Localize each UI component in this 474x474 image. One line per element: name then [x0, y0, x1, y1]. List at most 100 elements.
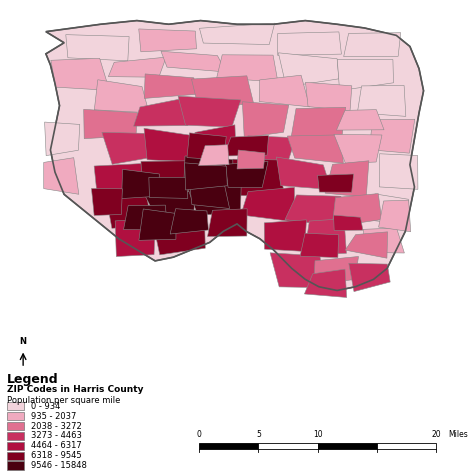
Polygon shape — [332, 193, 382, 227]
Polygon shape — [334, 215, 363, 230]
Polygon shape — [185, 163, 228, 190]
Polygon shape — [94, 164, 145, 192]
Polygon shape — [45, 122, 80, 155]
Bar — [7, 412, 24, 420]
Polygon shape — [370, 194, 409, 225]
Polygon shape — [91, 189, 122, 216]
Polygon shape — [306, 82, 352, 111]
Polygon shape — [379, 154, 418, 189]
Polygon shape — [363, 228, 404, 253]
Polygon shape — [178, 96, 241, 127]
Polygon shape — [304, 269, 346, 298]
Polygon shape — [139, 29, 197, 52]
Polygon shape — [139, 209, 176, 240]
Text: 5: 5 — [256, 430, 261, 439]
Polygon shape — [334, 134, 382, 164]
Text: Population per square mile: Population per square mile — [7, 396, 120, 405]
Bar — [7, 442, 24, 450]
Polygon shape — [191, 76, 254, 106]
Bar — [318, 443, 377, 449]
Polygon shape — [224, 136, 269, 156]
Polygon shape — [46, 20, 424, 291]
Polygon shape — [102, 132, 152, 164]
Polygon shape — [149, 177, 188, 199]
Bar — [7, 452, 24, 460]
Polygon shape — [259, 75, 310, 107]
Text: N: N — [19, 337, 27, 346]
Text: 20: 20 — [431, 430, 441, 439]
Text: 9546 - 15848: 9546 - 15848 — [31, 461, 87, 470]
Polygon shape — [122, 169, 159, 199]
Polygon shape — [141, 161, 191, 195]
Polygon shape — [94, 80, 149, 113]
Polygon shape — [109, 57, 166, 77]
Polygon shape — [208, 209, 247, 237]
Polygon shape — [349, 263, 390, 292]
Polygon shape — [200, 23, 275, 45]
Text: 2038 - 3272: 2038 - 3272 — [31, 421, 82, 430]
Polygon shape — [276, 157, 331, 190]
Bar — [199, 443, 258, 449]
Polygon shape — [337, 60, 393, 91]
Polygon shape — [233, 159, 285, 196]
Polygon shape — [369, 119, 415, 153]
Polygon shape — [292, 107, 346, 139]
Polygon shape — [278, 32, 341, 55]
Polygon shape — [246, 136, 296, 162]
Text: 935 - 2037: 935 - 2037 — [31, 411, 76, 420]
Text: ZIP Codes in Harris County: ZIP Codes in Harris County — [7, 385, 144, 394]
Polygon shape — [285, 195, 341, 226]
Polygon shape — [278, 53, 339, 87]
Polygon shape — [345, 232, 388, 258]
Polygon shape — [318, 174, 354, 192]
Polygon shape — [190, 125, 236, 154]
Bar — [7, 402, 24, 410]
Polygon shape — [189, 178, 229, 209]
Polygon shape — [287, 135, 343, 163]
Polygon shape — [134, 99, 188, 126]
Text: 0 - 934: 0 - 934 — [31, 402, 60, 410]
Text: 10: 10 — [313, 430, 322, 439]
Polygon shape — [225, 162, 268, 188]
Polygon shape — [357, 85, 406, 116]
Polygon shape — [106, 193, 152, 228]
Polygon shape — [188, 182, 241, 215]
Polygon shape — [187, 133, 226, 160]
Polygon shape — [153, 215, 205, 255]
Text: 6318 - 9545: 6318 - 9545 — [31, 451, 82, 460]
Polygon shape — [344, 33, 401, 57]
Polygon shape — [170, 209, 209, 234]
Bar — [7, 422, 24, 430]
Polygon shape — [115, 219, 155, 256]
Polygon shape — [337, 109, 384, 130]
Polygon shape — [144, 128, 201, 162]
Text: Legend: Legend — [7, 373, 59, 386]
Polygon shape — [145, 191, 195, 225]
Polygon shape — [199, 145, 229, 165]
Polygon shape — [237, 150, 265, 169]
Polygon shape — [379, 200, 410, 232]
Bar — [7, 462, 24, 470]
Polygon shape — [84, 109, 137, 139]
Polygon shape — [304, 219, 346, 255]
Polygon shape — [44, 158, 79, 194]
Text: 3273 - 4463: 3273 - 4463 — [31, 431, 82, 440]
Polygon shape — [242, 102, 289, 137]
Polygon shape — [124, 205, 167, 230]
Bar — [7, 432, 24, 440]
Polygon shape — [300, 233, 338, 257]
Polygon shape — [183, 156, 239, 192]
Text: 4464 - 6317: 4464 - 6317 — [31, 441, 82, 450]
Bar — [258, 443, 318, 449]
Polygon shape — [241, 187, 295, 222]
Polygon shape — [217, 55, 278, 82]
Polygon shape — [314, 256, 358, 285]
Polygon shape — [325, 161, 369, 197]
Polygon shape — [161, 51, 226, 72]
Polygon shape — [270, 253, 324, 288]
Polygon shape — [144, 74, 197, 99]
Polygon shape — [66, 35, 129, 61]
Bar — [377, 443, 436, 449]
Text: Miles: Miles — [448, 430, 468, 439]
Polygon shape — [264, 220, 306, 251]
